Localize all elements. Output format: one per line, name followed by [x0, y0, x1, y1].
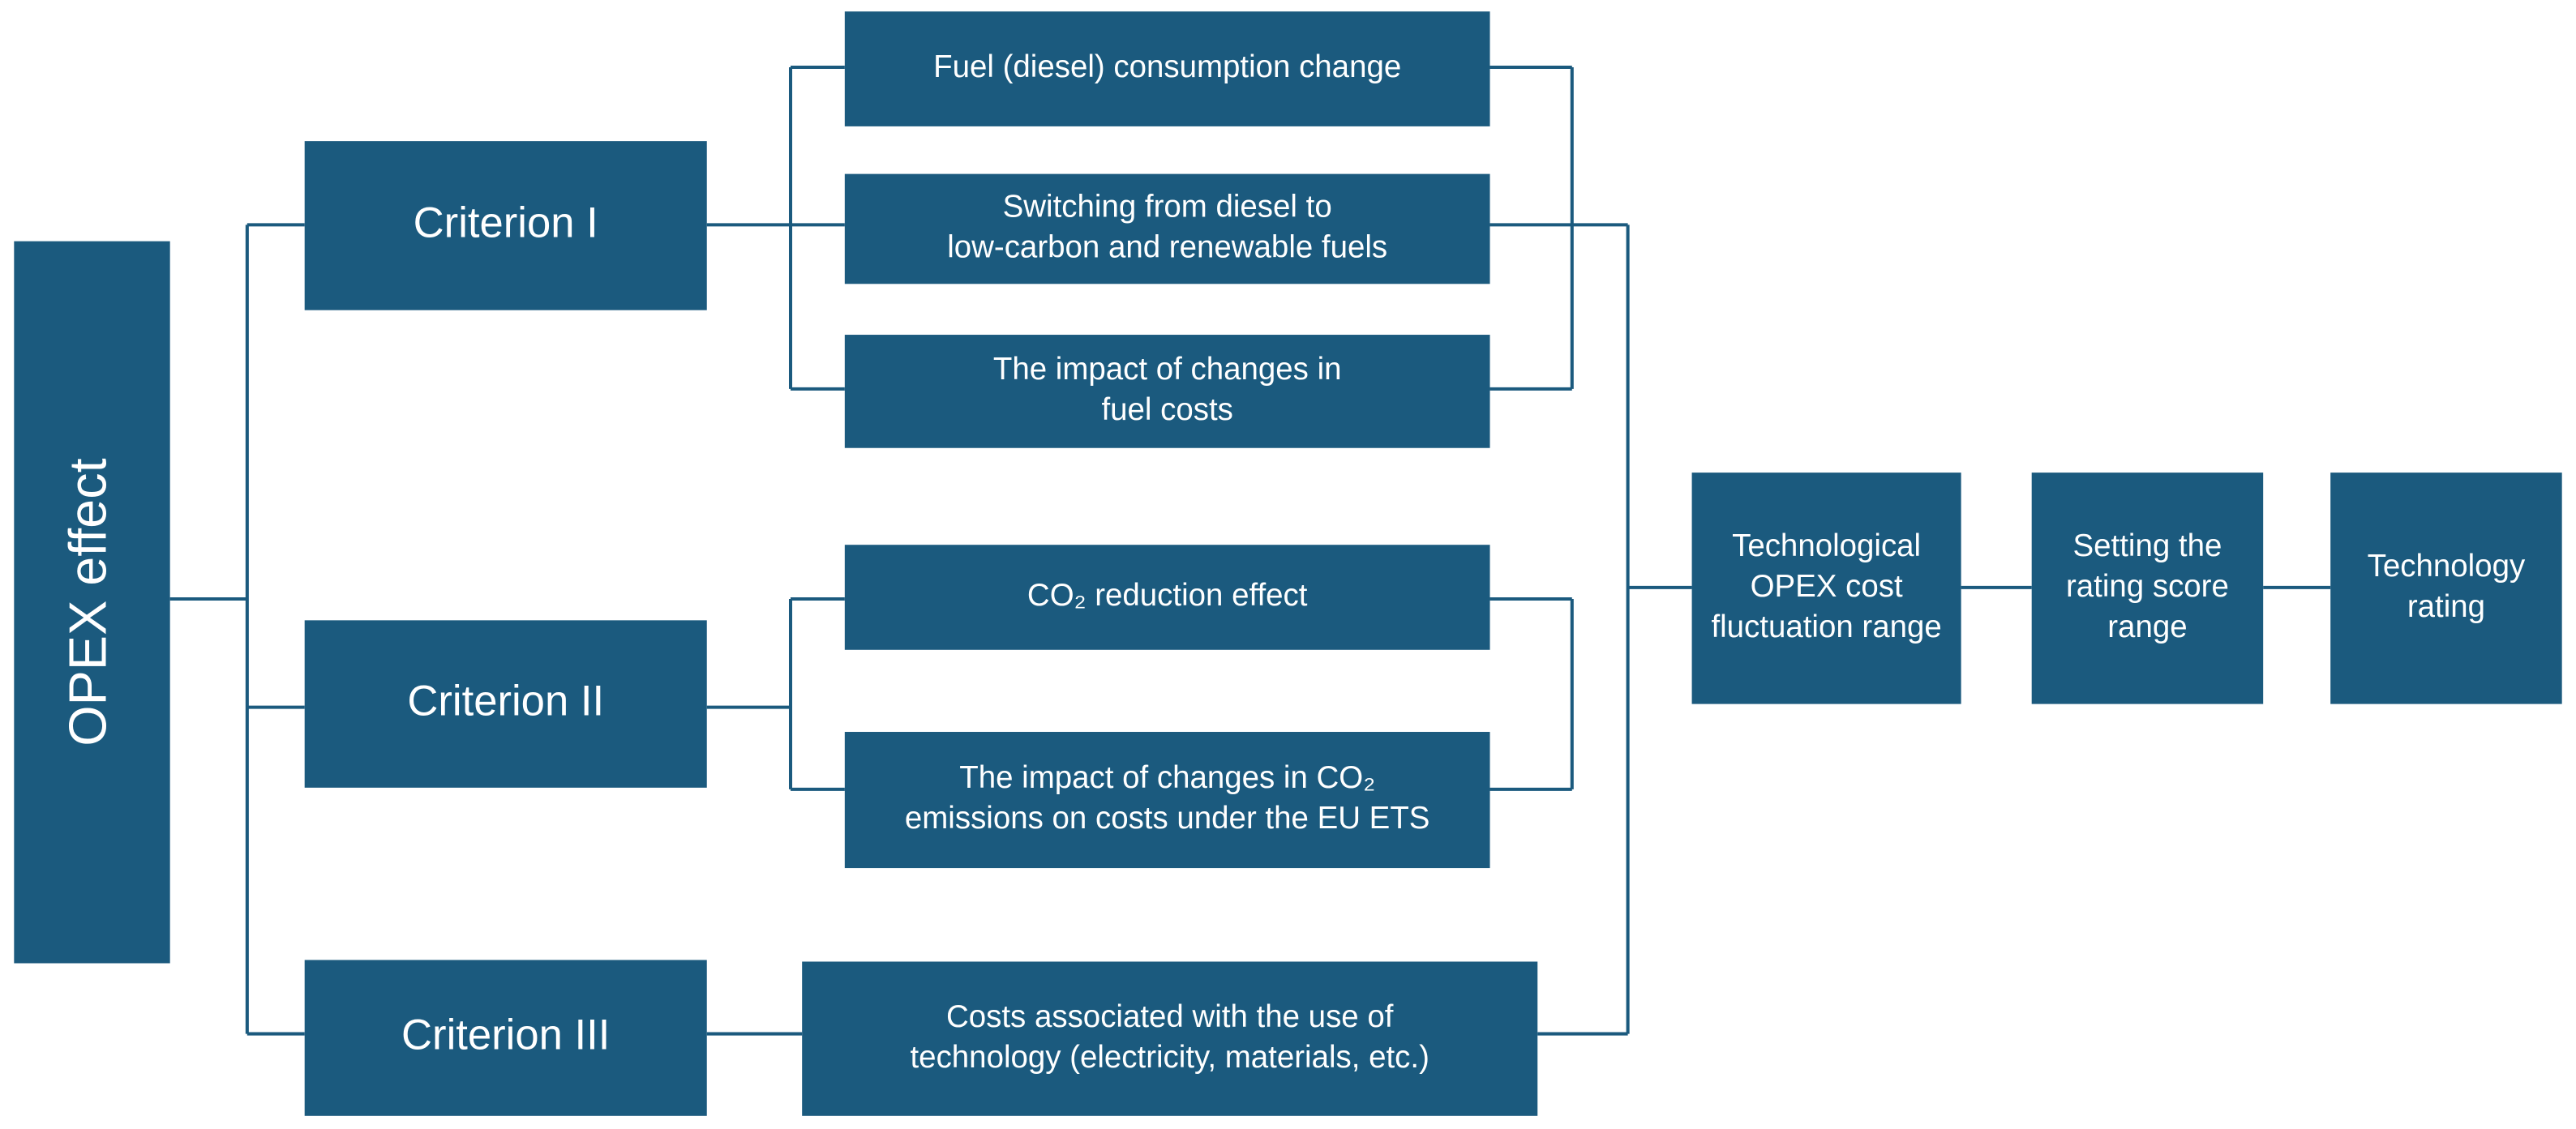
node-box: [844, 545, 1490, 650]
node: Criterion II: [304, 620, 707, 788]
node-label: Costs associated with the use of: [946, 999, 1394, 1034]
node-label: fluctuation range: [1711, 609, 1941, 644]
node-label: fuel costs: [1101, 392, 1232, 427]
node-label: Switching from diesel to: [1003, 190, 1332, 225]
node: The impact of changes in fuel costs: [844, 335, 1490, 448]
node-box: [304, 960, 707, 1116]
node-label: The impact of changes in: [993, 352, 1342, 387]
node-label: Technology: [2368, 549, 2526, 584]
node: Setting the rating score range: [2031, 473, 2264, 704]
node-label: The impact of changes in CO₂: [959, 760, 1375, 795]
node: OPEX effect: [14, 241, 170, 964]
node-label: range: [2107, 609, 2187, 644]
node-label: Criterion II: [407, 678, 604, 725]
node-box: [844, 335, 1490, 448]
node: Technology rating: [2330, 473, 2562, 704]
connectors: [169, 65, 2331, 1036]
node-label: Fuel (diesel) consumption change: [933, 49, 1401, 84]
node-label: CO₂ reduction effect: [1027, 578, 1308, 613]
node: Criterion III: [304, 960, 707, 1116]
node-label: rating score: [2066, 569, 2229, 604]
node-box: [1691, 473, 1961, 704]
node-label: Technological: [1732, 528, 1921, 563]
node-box: [844, 11, 1490, 126]
node: Switching from diesel to low-carbon and r…: [844, 173, 1490, 284]
node-box: [304, 141, 707, 310]
node-box: [2330, 473, 2562, 704]
node-box: [14, 241, 170, 964]
node-label: Setting the: [2073, 528, 2222, 563]
node-box: [844, 732, 1490, 869]
node-label: Criterion I: [414, 199, 598, 246]
node-label: Criterion III: [401, 1011, 610, 1059]
node-label: emissions on costs under the EU ETS: [905, 801, 1430, 836]
node-label: OPEX effect: [58, 458, 118, 746]
node-label: OPEX cost: [1751, 569, 1903, 604]
node: CO₂ reduction effect: [844, 545, 1490, 650]
node-box: [802, 961, 1538, 1116]
node-box: [844, 173, 1490, 284]
node-box: [304, 620, 707, 788]
node: Technological OPEX cost fluctuation range: [1691, 473, 1961, 704]
node: Criterion I: [304, 141, 707, 310]
node: Costs associated with the use of technolo…: [802, 961, 1538, 1116]
node-label: rating: [2407, 589, 2485, 624]
node-label: technology (electricity, materials, etc.…: [911, 1040, 1429, 1075]
node: The impact of changes in CO₂ emissions on…: [844, 732, 1490, 869]
node-label: low-carbon and renewable fuels: [947, 230, 1387, 265]
node-box: [2031, 473, 2264, 704]
node: Fuel (diesel) consumption change: [844, 11, 1490, 126]
